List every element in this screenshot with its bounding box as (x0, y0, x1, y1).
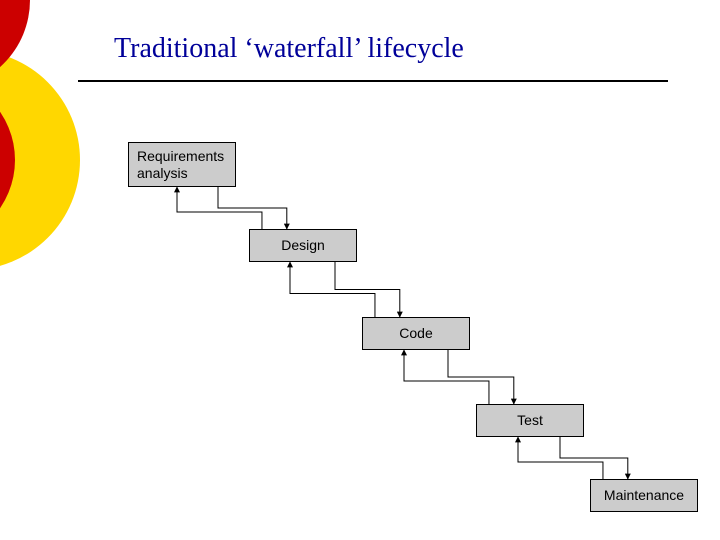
stage-label: Test (517, 412, 543, 428)
stage-box-test: Test (476, 404, 584, 437)
stage-label: Maintenance (604, 487, 684, 503)
stage-label: Code (399, 325, 432, 341)
page-title: Traditional ‘waterfall’ lifecycle (114, 33, 464, 65)
stage-box-design: Design (249, 229, 357, 262)
stage-box-code: Code (362, 317, 470, 350)
stage-box-maintenance: Maintenance (590, 479, 698, 512)
title-underline (78, 80, 668, 82)
stage-label: Requirementsanalysis (137, 148, 224, 180)
stage-label: Design (281, 237, 325, 253)
stage-box-requirements: Requirementsanalysis (128, 142, 236, 187)
